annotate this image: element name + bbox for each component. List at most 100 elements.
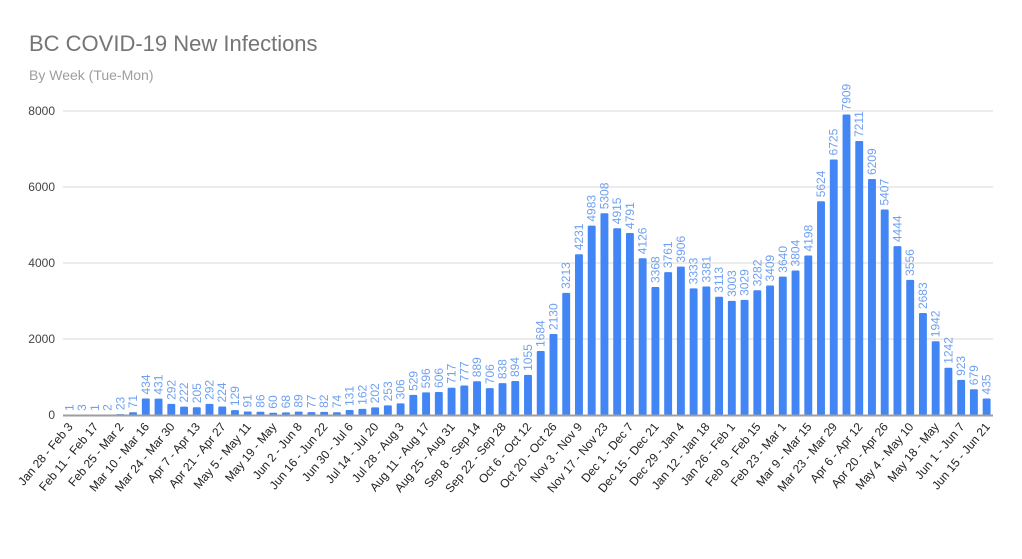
bar bbox=[804, 255, 813, 415]
bar bbox=[485, 388, 494, 415]
bar bbox=[868, 179, 876, 415]
data-label: 1 bbox=[88, 404, 102, 411]
bar bbox=[689, 288, 698, 415]
bar bbox=[791, 270, 800, 415]
y-tick-label: 0 bbox=[48, 408, 55, 422]
data-label: 2 bbox=[101, 404, 115, 411]
y-tick-label: 4000 bbox=[28, 256, 55, 270]
data-label: 3 bbox=[75, 404, 89, 411]
bar bbox=[422, 392, 431, 415]
data-label: 6209 bbox=[865, 148, 879, 175]
data-label: 5407 bbox=[878, 179, 892, 206]
data-label: 3113 bbox=[712, 267, 726, 293]
data-label: 3003 bbox=[725, 270, 739, 297]
data-label: 4231 bbox=[572, 223, 586, 250]
data-label: 222 bbox=[177, 382, 191, 402]
bar bbox=[918, 313, 927, 415]
data-label: 838 bbox=[496, 359, 510, 379]
data-label: 4791 bbox=[623, 202, 637, 229]
bar bbox=[944, 367, 953, 415]
data-label: 3381 bbox=[699, 256, 713, 283]
data-label: 3409 bbox=[763, 254, 777, 281]
data-label: 3804 bbox=[789, 239, 803, 266]
data-label: 74 bbox=[330, 395, 344, 409]
bar bbox=[969, 389, 978, 415]
bar bbox=[358, 408, 367, 415]
bar bbox=[575, 254, 583, 415]
chart-title: BC COVID-19 New Infections bbox=[29, 31, 318, 56]
data-label: 89 bbox=[292, 394, 306, 408]
data-label: 7211 bbox=[852, 111, 866, 137]
data-label: 60 bbox=[266, 395, 280, 409]
data-label: 3213 bbox=[559, 262, 573, 289]
bar bbox=[281, 412, 290, 415]
data-label: 253 bbox=[381, 381, 395, 401]
data-label: 292 bbox=[203, 380, 217, 400]
bar bbox=[880, 209, 889, 415]
data-label: 4444 bbox=[890, 215, 904, 242]
bar bbox=[829, 159, 838, 415]
data-label: 82 bbox=[317, 394, 331, 408]
data-label: 1942 bbox=[929, 310, 943, 337]
bar bbox=[766, 285, 775, 415]
bar bbox=[549, 334, 558, 415]
data-label: 5308 bbox=[597, 182, 611, 209]
bar bbox=[855, 140, 864, 415]
bar bbox=[524, 374, 532, 415]
bar bbox=[307, 412, 316, 415]
bar bbox=[320, 411, 329, 415]
data-label: 1684 bbox=[534, 320, 548, 347]
bar bbox=[778, 276, 787, 415]
data-label: 202 bbox=[368, 383, 382, 403]
data-label: 1 bbox=[62, 404, 76, 411]
data-label: 4983 bbox=[585, 195, 599, 222]
data-label: 3906 bbox=[674, 236, 688, 263]
data-label: 3556 bbox=[903, 249, 917, 276]
data-label: 435 bbox=[980, 374, 994, 394]
data-label: 4915 bbox=[610, 197, 624, 224]
data-label: 777 bbox=[457, 361, 471, 381]
bar bbox=[906, 279, 915, 415]
bar bbox=[205, 403, 214, 415]
bar bbox=[141, 398, 150, 415]
y-tick-label: 6000 bbox=[28, 180, 55, 194]
bar bbox=[817, 201, 825, 415]
data-label: 4126 bbox=[636, 227, 650, 254]
bar bbox=[332, 412, 341, 415]
bar bbox=[294, 411, 303, 415]
data-label: 3761 bbox=[661, 241, 675, 268]
data-label: 1055 bbox=[521, 344, 535, 371]
data-label: 3282 bbox=[750, 259, 764, 286]
data-label: 3368 bbox=[648, 256, 662, 283]
bar bbox=[243, 411, 252, 415]
bar bbox=[180, 406, 188, 415]
bar bbox=[256, 411, 265, 415]
data-label: 7909 bbox=[839, 83, 853, 110]
y-tick-label: 2000 bbox=[28, 332, 55, 346]
bar bbox=[511, 381, 520, 415]
bar bbox=[893, 246, 902, 415]
data-label: 3029 bbox=[738, 269, 752, 296]
data-label: 706 bbox=[483, 364, 497, 384]
bar bbox=[536, 351, 545, 415]
data-label: 86 bbox=[253, 394, 267, 408]
bar bbox=[957, 379, 966, 415]
data-label: 434 bbox=[139, 374, 153, 394]
data-label: 292 bbox=[164, 380, 178, 400]
bar bbox=[345, 410, 354, 415]
data-label: 306 bbox=[394, 379, 408, 399]
data-label: 224 bbox=[215, 382, 229, 402]
bar bbox=[434, 391, 443, 415]
data-label: 129 bbox=[228, 386, 242, 406]
data-label: 606 bbox=[432, 368, 446, 388]
data-label: 431 bbox=[152, 374, 166, 394]
bar bbox=[498, 383, 507, 415]
data-label: 68 bbox=[279, 395, 293, 409]
data-label: 717 bbox=[445, 363, 459, 383]
bar bbox=[715, 296, 724, 415]
data-label: 2130 bbox=[546, 303, 560, 330]
bar bbox=[931, 341, 940, 415]
data-label: 3640 bbox=[776, 246, 790, 273]
data-label: 6725 bbox=[827, 128, 841, 155]
